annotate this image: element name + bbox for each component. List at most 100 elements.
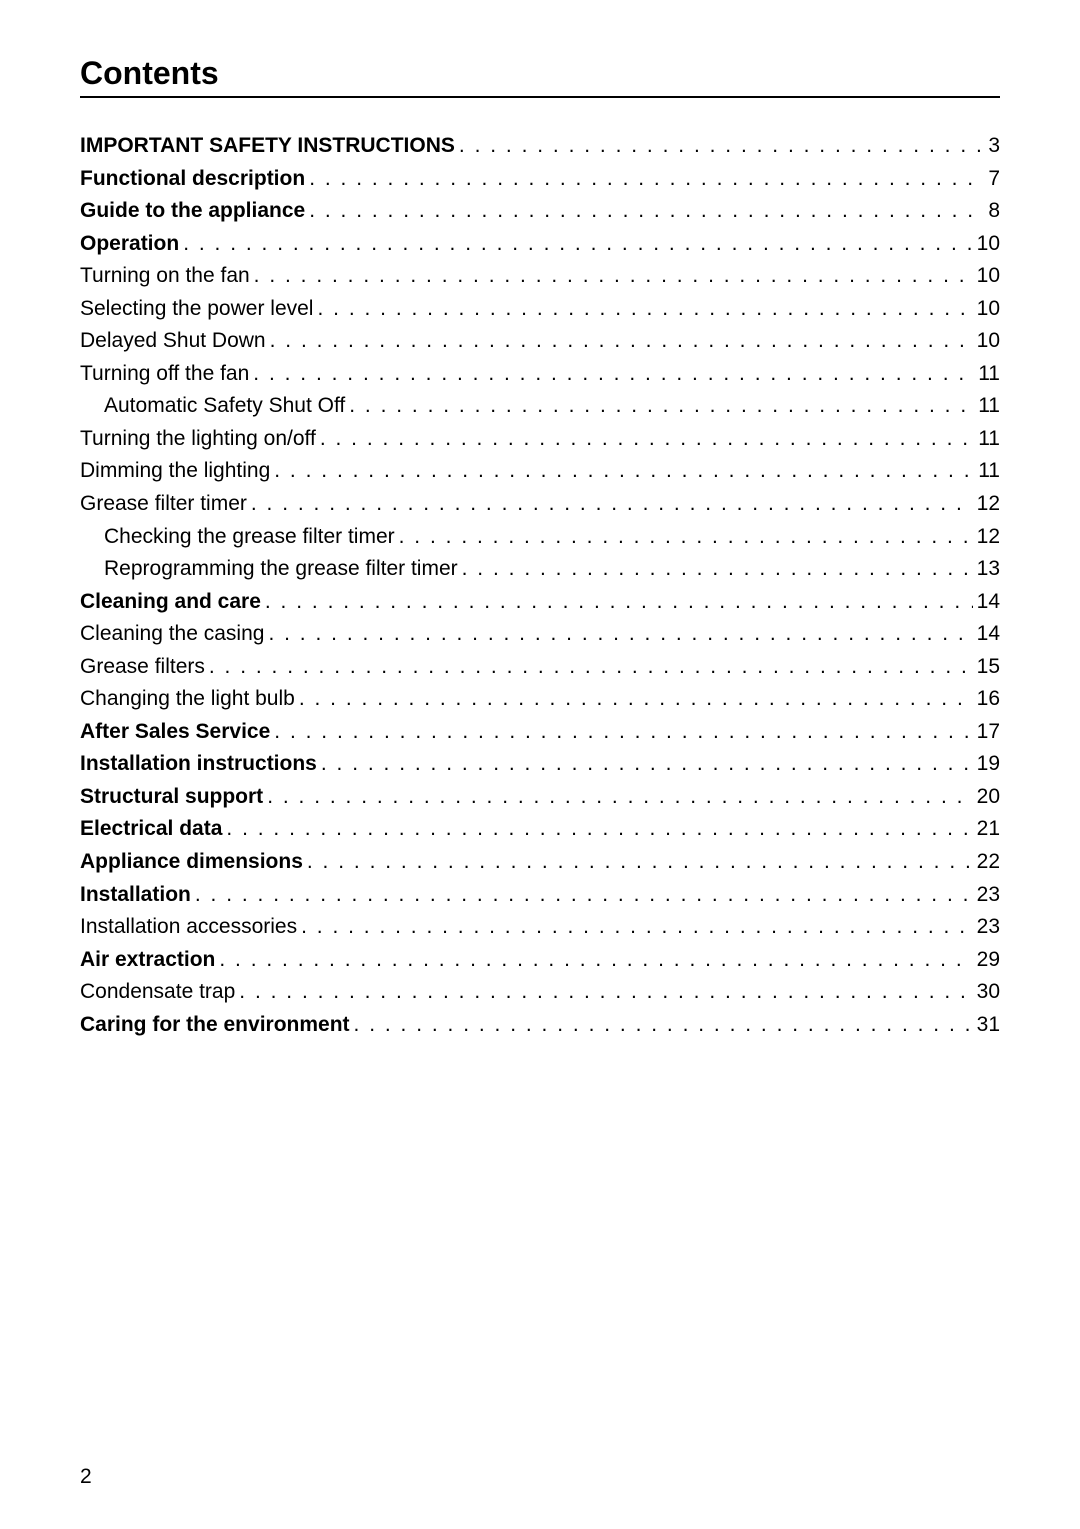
toc-entry-label: Turning on the fan [80,260,250,293]
toc-entry: Reprogramming the grease filter timer 13 [80,553,1000,586]
toc-entry: Functional description 7 [80,163,1000,196]
toc-entry-page: 3 [984,130,1000,163]
toc-entry-page: 7 [984,163,1000,196]
toc-entry: Appliance dimensions 22 [80,846,1000,879]
toc-entry-dots [317,748,973,781]
toc-entry: Operation 10 [80,228,1000,261]
toc-entry-label: Cleaning the casing [80,618,264,651]
toc-entry-page: 10 [973,293,1000,326]
toc-entry-dots [222,813,972,846]
toc-entry-dots [395,521,973,554]
toc-entry-label: Turning the lighting on/off [80,423,316,456]
page-title: Contents [80,55,1000,92]
toc-entry: Condensate trap 30 [80,976,1000,1009]
toc-entry-label: Cleaning and care [80,586,261,619]
toc-entry: Installation 23 [80,879,1000,912]
toc-entry: Grease filter timer 12 [80,488,1000,521]
toc-entry-page: 10 [973,325,1000,358]
toc-entry-label: Checking the grease filter timer [104,521,395,554]
toc-entry-page: 10 [973,260,1000,293]
toc-entry-dots [179,228,972,261]
toc-entry-page: 11 [974,390,1000,423]
toc-entry-page: 23 [973,879,1000,912]
toc-entry: Installation accessories 23 [80,911,1000,944]
toc-entry-label: Functional description [80,163,305,196]
toc-entry-label: After Sales Service [80,716,270,749]
toc-entry-dots [205,651,973,684]
toc-entry: Turning the lighting on/off 11 [80,423,1000,456]
toc-entry-page: 20 [973,781,1000,814]
toc-entry-dots [270,716,972,749]
toc-entry-label: Dimming the lighting [80,455,270,488]
toc-entry-label: Changing the light bulb [80,683,295,716]
toc-entry: Cleaning and care 14 [80,586,1000,619]
toc-entry-page: 13 [973,553,1000,586]
toc-entry-page: 23 [973,911,1000,944]
toc-entry-label: Grease filters [80,651,205,684]
toc-entry: Dimming the lighting 11 [80,455,1000,488]
toc-entry-label: Installation accessories [80,911,297,944]
title-underline [80,96,1000,98]
toc-entry: Cleaning the casing 14 [80,618,1000,651]
toc-entry-label: Turning off the fan [80,358,249,391]
toc-entry-dots [270,455,974,488]
toc-entry-label: Appliance dimensions [80,846,303,879]
toc-entry-dots [261,586,973,619]
toc-entry-label: Reprogramming the grease filter timer [104,553,458,586]
toc-entry-dots [250,260,973,293]
toc-entry-dots [247,488,973,521]
toc-entry-page: 10 [973,228,1000,261]
toc-entry-dots [215,944,972,977]
toc-entry: Turning off the fan 11 [80,358,1000,391]
toc-entry-page: 8 [984,195,1000,228]
toc-list: IMPORTANT SAFETY INSTRUCTIONS3Functional… [80,130,1000,1041]
page-number: 2 [80,1465,92,1489]
toc-entry-label: Installation instructions [80,748,317,781]
toc-entry: Grease filters15 [80,651,1000,684]
toc-entry-dots [350,1009,973,1042]
toc-entry-dots [458,553,973,586]
toc-entry-page: 11 [974,423,1000,456]
toc-entry-dots [295,683,973,716]
toc-entry-page: 16 [973,683,1000,716]
toc-entry-label: Operation [80,228,179,261]
toc-entry-page: 12 [973,488,1000,521]
toc-entry-label: Installation [80,879,191,912]
toc-entry-dots [345,390,974,423]
toc-entry-dots [235,976,972,1009]
toc-entry-dots [455,130,984,163]
toc-entry-page: 14 [973,586,1000,619]
toc-entry-label: Air extraction [80,944,215,977]
toc-entry-label: Guide to the appliance [80,195,305,228]
toc-entry-page: 12 [973,521,1000,554]
toc-entry-page: 17 [973,716,1000,749]
toc-entry: Selecting the power level 10 [80,293,1000,326]
toc-entry-dots [303,846,973,879]
toc-entry-page: 11 [974,455,1000,488]
toc-entry: Automatic Safety Shut Off 11 [80,390,1000,423]
toc-entry: Structural support 20 [80,781,1000,814]
toc-entry-page: 31 [973,1009,1000,1042]
toc-entry: Checking the grease filter timer 12 [80,521,1000,554]
toc-entry-dots [305,195,984,228]
toc-entry: Installation instructions19 [80,748,1000,781]
toc-entry-dots [266,325,973,358]
toc-entry-label: Selecting the power level [80,293,313,326]
toc-entry-page: 14 [973,618,1000,651]
toc-entry-page: 11 [974,358,1000,391]
toc-entry-label: Structural support [80,781,263,814]
toc-entry-dots [263,781,972,814]
toc-entry-label: IMPORTANT SAFETY INSTRUCTIONS [80,130,455,163]
toc-entry: Changing the light bulb 16 [80,683,1000,716]
toc-entry: After Sales Service 17 [80,716,1000,749]
toc-entry-dots [249,358,974,391]
toc-entry-label: Automatic Safety Shut Off [104,390,345,423]
toc-entry-page: 21 [973,813,1000,846]
toc-entry-label: Grease filter timer [80,488,247,521]
toc-entry-dots [313,293,972,326]
toc-entry-dots [316,423,974,456]
toc-entry-page: 22 [973,846,1000,879]
toc-entry-page: 30 [973,976,1000,1009]
toc-entry-page: 29 [973,944,1000,977]
toc-entry-label: Condensate trap [80,976,235,1009]
